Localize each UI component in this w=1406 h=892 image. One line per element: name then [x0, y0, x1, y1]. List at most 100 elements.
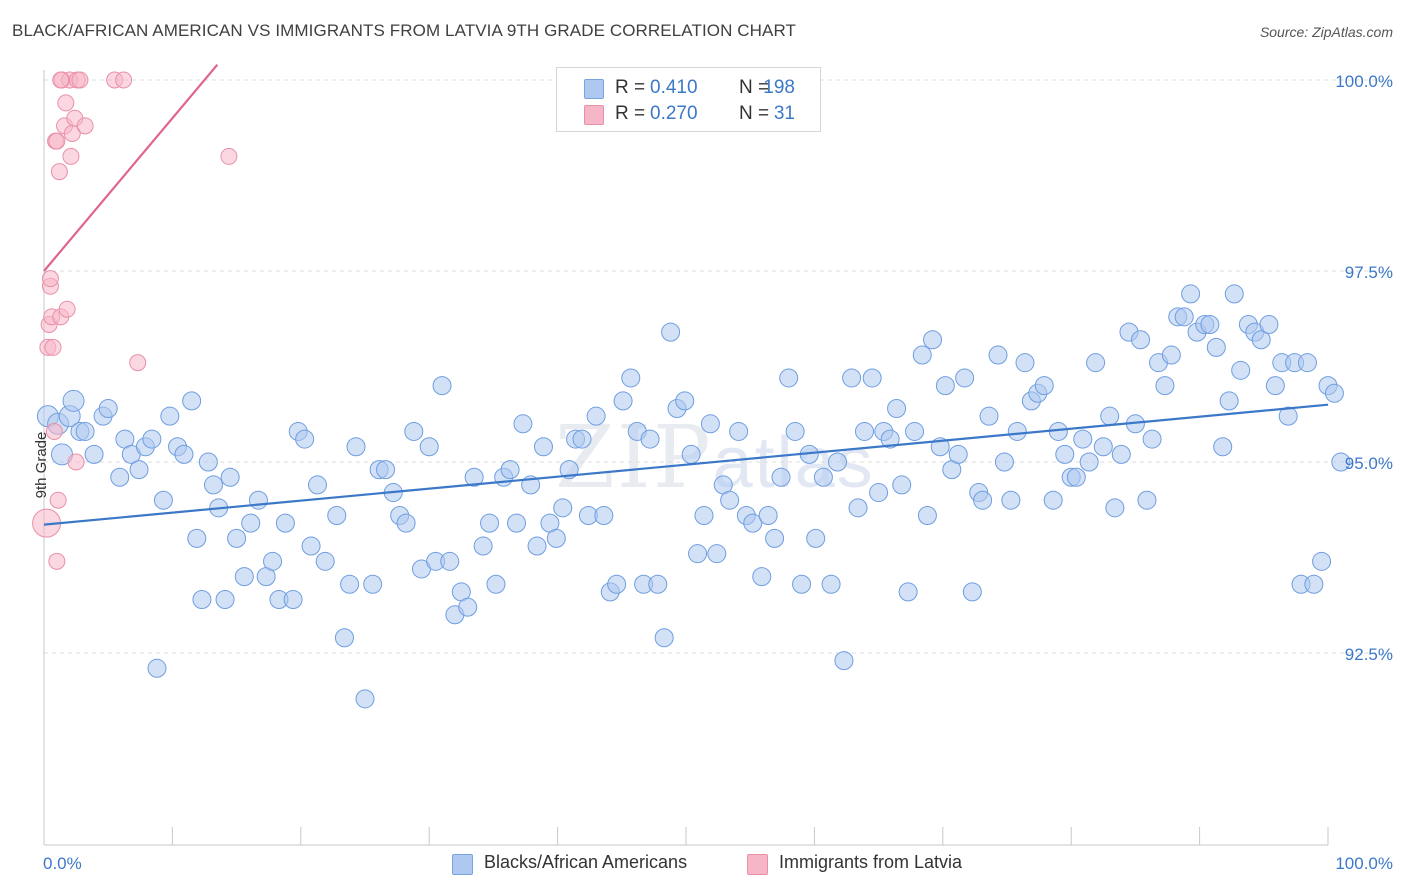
data-point-blacks — [227, 528, 247, 548]
data-point-blacks — [248, 490, 268, 510]
data-point-blacks — [1111, 444, 1131, 464]
data-point-blacks — [546, 528, 566, 548]
data-point-blacks — [215, 590, 235, 610]
data-point-blacks — [821, 574, 841, 594]
data-point-blacks — [363, 574, 383, 594]
data-point-blacks — [174, 444, 194, 464]
series-blacks-points — [36, 284, 1351, 709]
data-point-blacks — [880, 429, 900, 449]
data-point-blacks — [1200, 314, 1220, 334]
data-point-blacks — [62, 389, 85, 412]
data-point-blacks — [1304, 574, 1324, 594]
data-point-blacks — [1001, 490, 1021, 510]
data-point-blacks — [785, 421, 805, 441]
y-tick-label: 100.0% — [1335, 72, 1393, 91]
data-point-blacks — [346, 437, 366, 457]
data-point-blacks — [192, 590, 212, 610]
data-point-blacks — [1224, 284, 1244, 304]
legend-swatch-pink — [584, 105, 604, 125]
data-point-latvia — [49, 491, 67, 509]
data-point-blacks — [98, 399, 118, 419]
data-point-blacks — [887, 399, 907, 419]
data-point-blacks — [440, 551, 460, 571]
data-point-latvia — [129, 354, 147, 372]
data-point-blacks — [241, 513, 261, 533]
data-point-blacks — [1131, 330, 1151, 350]
y-tick-label: 95.0% — [1345, 454, 1393, 473]
data-point-blacks — [675, 391, 695, 411]
data-point-blacks — [648, 574, 668, 594]
bottom-legend-swatch-blue — [452, 854, 473, 875]
data-point-blacks — [688, 544, 708, 564]
data-point-latvia — [58, 300, 76, 318]
data-point-blacks — [1066, 467, 1086, 487]
data-point-blacks — [707, 544, 727, 564]
data-point-blacks — [955, 368, 975, 388]
data-point-blacks — [661, 322, 681, 342]
data-point-blacks — [654, 628, 674, 648]
data-point-blacks — [743, 513, 763, 533]
legend-row-latvia: R = 0.270 N = 31 — [557, 101, 820, 127]
data-point-blacks — [828, 452, 848, 472]
bottom-legend-swatch-pink — [747, 854, 768, 875]
data-point-latvia — [48, 552, 66, 570]
data-point-blacks — [994, 452, 1014, 472]
data-point-blacks — [834, 651, 854, 671]
data-point-blacks — [1055, 444, 1075, 464]
data-point-blacks — [1100, 406, 1120, 426]
data-point-blacks — [694, 505, 714, 525]
data-point-blacks — [923, 330, 943, 350]
data-point-blacks — [607, 574, 627, 594]
y-tick-label: 92.5% — [1345, 645, 1393, 664]
data-point-blacks — [1007, 421, 1027, 441]
data-point-blacks — [1093, 437, 1113, 457]
data-point-blacks — [84, 444, 104, 464]
data-point-blacks — [1086, 353, 1106, 373]
legend-n-label: N = — [739, 77, 770, 98]
data-point-blacks — [553, 498, 573, 518]
data-point-blacks — [203, 475, 223, 495]
data-point-blacks — [842, 368, 862, 388]
data-point-blacks — [681, 444, 701, 464]
data-point-blacks — [1219, 391, 1239, 411]
data-point-blacks — [234, 567, 254, 587]
data-point-latvia — [57, 94, 75, 112]
data-point-blacks — [432, 376, 452, 396]
data-point-blacks — [912, 345, 932, 365]
legend-n-label: N = — [739, 103, 770, 124]
source-label: Source: ZipAtlas.com — [1259, 24, 1393, 40]
data-point-blacks — [1105, 498, 1125, 518]
data-point-blacks — [1213, 437, 1233, 457]
series-latvia-points — [32, 71, 238, 570]
data-point-latvia — [52, 71, 70, 89]
data-point-blacks — [613, 391, 633, 411]
data-point-blacks — [898, 582, 918, 602]
data-point-blacks — [263, 551, 283, 571]
data-point-blacks — [988, 345, 1008, 365]
data-point-blacks — [1278, 406, 1298, 426]
data-point-latvia — [50, 163, 68, 181]
legend: R = 0.410 N = 198 R = 0.270 N = 31 — [556, 67, 821, 132]
data-point-blacks — [376, 460, 396, 480]
data-point-blacks — [334, 628, 354, 648]
data-point-blacks — [752, 567, 772, 587]
data-point-blacks — [1231, 360, 1251, 380]
legend-swatch-blue — [584, 79, 604, 99]
data-point-blacks — [307, 475, 327, 495]
data-point-blacks — [1181, 284, 1201, 304]
data-point-blacks — [480, 513, 500, 533]
data-point-blacks — [355, 689, 375, 709]
data-point-blacks — [917, 505, 937, 525]
data-point-blacks — [979, 406, 999, 426]
data-point-blacks — [806, 528, 826, 548]
data-point-blacks — [700, 414, 720, 434]
data-point-blacks — [1259, 314, 1279, 334]
data-point-blacks — [75, 421, 95, 441]
data-point-blacks — [869, 483, 889, 503]
data-point-blacks — [1312, 551, 1332, 571]
legend-n-value: 31 — [773, 103, 795, 124]
data-point-latvia — [115, 71, 133, 89]
data-point-latvia — [220, 147, 238, 165]
data-point-blacks — [160, 406, 180, 426]
data-point-blacks — [513, 414, 533, 434]
